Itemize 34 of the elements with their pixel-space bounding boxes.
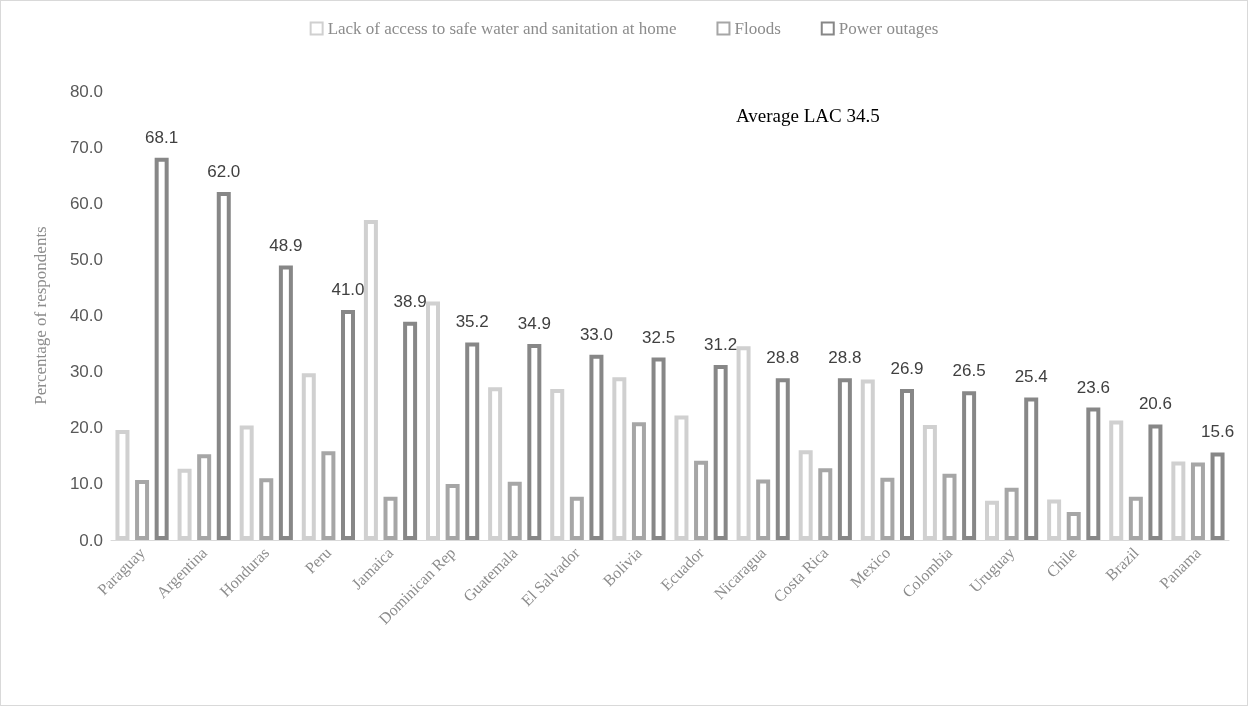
annotation: Average LAC 34.5 [736,105,880,126]
data-label: 28.8 [828,348,862,368]
y-tick-label: 60.0 [69,193,103,213]
data-label: 48.9 [269,235,303,255]
y-tick-label: 0.0 [79,530,103,550]
x-tick-label: Chile [1043,543,1080,581]
data-label: 25.4 [1014,367,1048,387]
data-label: 20.6 [1138,394,1172,414]
data-label: 33.0 [579,324,613,344]
data-label: 68.1 [145,127,179,147]
y-tick-label: 20.0 [69,418,103,438]
data-label: 41.0 [331,279,365,299]
y-tick-label: 50.0 [69,249,103,269]
legend-label: Lack of access to safe water and sanitation at home [327,19,677,38]
x-tick-label: Peru [301,543,335,577]
data-label: 62.0 [207,162,241,182]
y-tick-label: 80.0 [69,81,103,101]
data-label: 34.9 [517,314,551,334]
data-label: 15.6 [1201,422,1235,442]
legend-label: Floods [734,19,781,38]
y-tick-label: 70.0 [69,137,103,157]
legend-label: Power outages [838,19,939,38]
y-tick-label: 10.0 [69,474,103,494]
data-label: 28.8 [766,348,800,368]
data-label: 32.5 [642,327,676,347]
data-label: 35.2 [455,312,489,332]
data-label: 31.2 [704,334,738,354]
data-label: 26.9 [890,359,924,379]
y-axis-title: Percentage of respondents [31,226,50,405]
y-tick-label: 40.0 [69,306,103,325]
data-label: 26.5 [952,361,986,381]
data-label: 23.6 [1076,377,1110,397]
data-label: 38.9 [393,291,427,311]
y-tick-label: 30.0 [69,362,103,382]
